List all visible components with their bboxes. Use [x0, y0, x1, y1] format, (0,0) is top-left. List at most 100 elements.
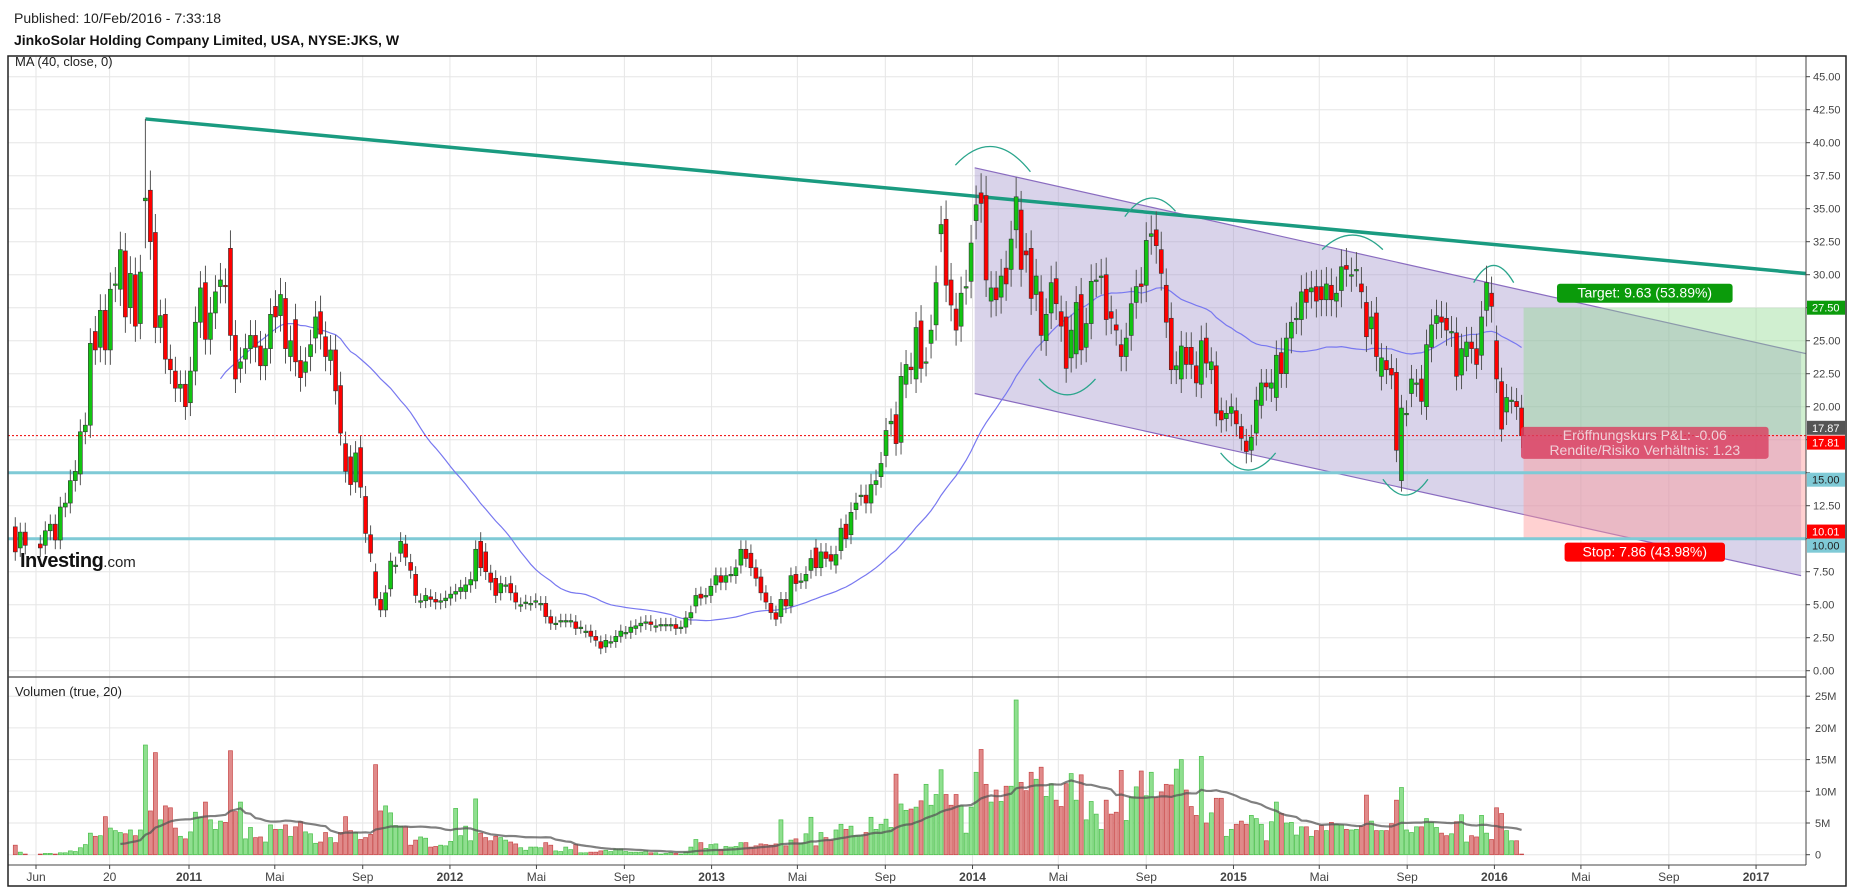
volume-bar [1223, 835, 1229, 856]
volume-bar [228, 750, 233, 856]
candle-body [1304, 288, 1309, 303]
candle-body [1053, 278, 1059, 305]
candle [668, 617, 674, 632]
candle [773, 605, 779, 627]
volume-bar [1138, 770, 1144, 856]
candle-body [853, 502, 859, 510]
candle [1018, 190, 1024, 287]
price-tick-label: 40.00 [1813, 138, 1841, 150]
volume-bar [928, 804, 934, 856]
candle [1239, 413, 1244, 451]
candle [1098, 258, 1104, 295]
candle [73, 460, 78, 492]
ma-40-line [219, 287, 1522, 622]
volume-bar [1384, 830, 1389, 856]
candle-body [233, 335, 238, 380]
candle [208, 296, 213, 355]
candle [683, 611, 689, 634]
candle [138, 254, 143, 340]
volume-bar [168, 807, 173, 856]
volume-bar [203, 801, 208, 856]
price-tick-label: 7.50 [1813, 567, 1834, 579]
candle-body [323, 336, 328, 357]
candle-body [1133, 286, 1139, 303]
candle [278, 277, 283, 332]
candle [1133, 269, 1139, 319]
candle-body [873, 480, 879, 485]
volume-bar [12, 844, 18, 856]
candle [393, 556, 398, 574]
pattern-arc [1321, 234, 1384, 251]
candle-body [1294, 317, 1299, 321]
candle-body [613, 636, 619, 642]
candle [22, 522, 28, 555]
candle [508, 575, 514, 601]
candle [1198, 325, 1204, 399]
candle-body [678, 626, 684, 629]
candle [1078, 277, 1084, 365]
candle-body [698, 593, 704, 599]
volume-bar [1143, 795, 1149, 856]
candle [218, 262, 223, 304]
candle-body [1163, 284, 1169, 323]
candle [663, 617, 669, 632]
candle-body [458, 587, 463, 592]
volume-indicator-label[interactable]: Volumen (true, 20) [15, 684, 122, 699]
time-tick-label: 2014 [959, 870, 986, 884]
volume-bar [788, 839, 794, 856]
volume-bar [1023, 790, 1029, 856]
volume-bar [1284, 822, 1289, 856]
volume-bar [463, 825, 469, 856]
candle-body [1078, 294, 1084, 351]
volume-bar [1369, 820, 1374, 856]
candle [343, 431, 348, 483]
volume-bar [1053, 799, 1059, 856]
candle [1143, 222, 1149, 303]
candle [1204, 322, 1209, 378]
volume-bar [448, 841, 454, 856]
candle-body [533, 600, 539, 603]
volume-bar [698, 842, 704, 856]
candle [1424, 329, 1429, 420]
volume-bar [1098, 828, 1104, 856]
candle [143, 118, 148, 249]
candle [48, 514, 53, 541]
volume-bar [323, 832, 328, 856]
candle [1279, 337, 1284, 388]
candle [1244, 428, 1249, 464]
candle-body [53, 523, 58, 541]
volume-bar [1218, 797, 1224, 856]
candle-body [883, 430, 889, 456]
candle-body [508, 583, 514, 594]
volume-bar [308, 833, 313, 856]
volume-bar [1033, 778, 1039, 856]
candle-body [433, 599, 438, 603]
volume-bar [198, 816, 203, 856]
ratio-label-text: Rendite/Risiko Verhältnis: 1.23 [1549, 442, 1740, 458]
volume-bar [368, 834, 373, 856]
candle [783, 592, 789, 614]
candle [1319, 269, 1324, 317]
candle [1108, 295, 1114, 335]
volume-bar [338, 832, 343, 856]
candle [438, 593, 443, 610]
candle [163, 298, 168, 374]
candle-body [1239, 426, 1244, 439]
volume-bar [1048, 783, 1054, 856]
candle-body [693, 595, 699, 607]
volume-bar [223, 822, 228, 856]
candle [1103, 257, 1109, 336]
candle-body [98, 310, 103, 348]
volume-bar [883, 818, 889, 856]
ma-indicator-label[interactable]: MA (40, close, 0) [15, 54, 113, 69]
candle-body [518, 604, 524, 607]
candle [918, 305, 924, 383]
candle-body [1509, 399, 1514, 402]
candle-body [73, 471, 78, 481]
price-tick-label: 2.50 [1813, 633, 1834, 645]
price-tick-label: 45.00 [1813, 72, 1841, 84]
candle [1509, 386, 1514, 414]
candle [1489, 276, 1494, 323]
candle-body [588, 630, 594, 637]
